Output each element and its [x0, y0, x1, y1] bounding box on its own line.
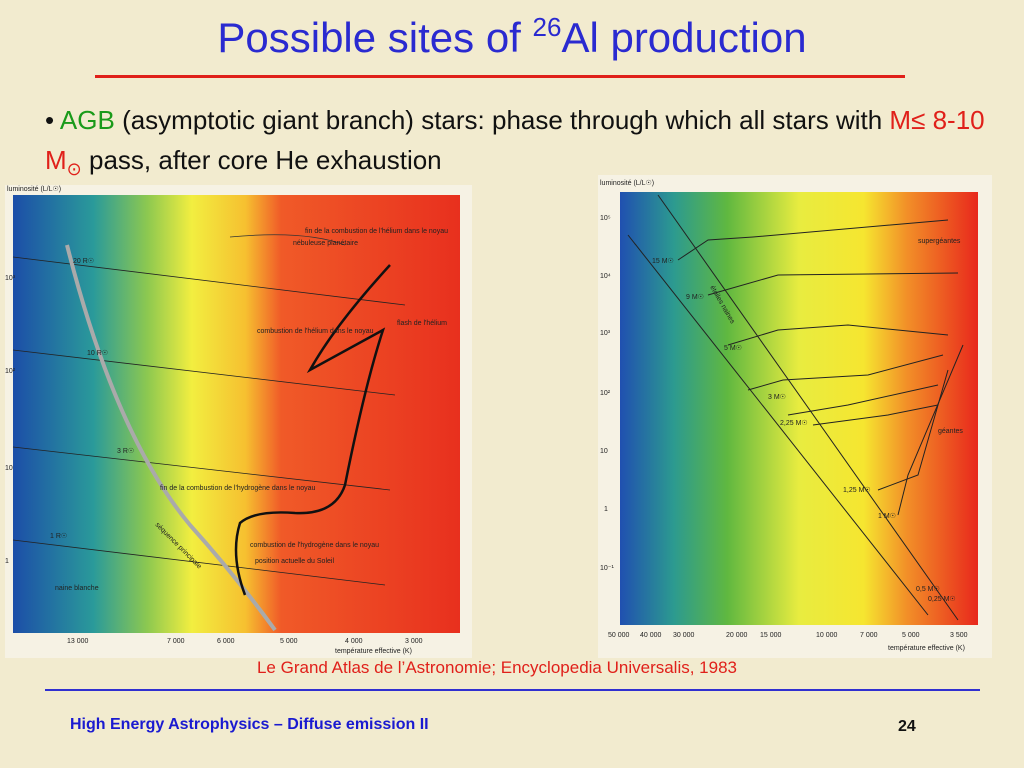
y-tick-label: 10³	[5, 275, 16, 282]
title: Possible sites of 26Al production	[0, 12, 1024, 62]
y-tick-label: 10⁻¹	[600, 565, 614, 572]
mass-label: 3 M☉	[768, 393, 786, 401]
title-rule	[95, 75, 905, 78]
x-tick-label: 6 000	[217, 638, 235, 645]
y-tick-label: 10⁴	[600, 273, 611, 280]
y-ticks: 10³ 10² 10 1	[5, 275, 16, 565]
annotation: fin de la combustion de l'hydrogène dans…	[160, 485, 316, 492]
x-tick-label: 20 000	[726, 632, 748, 639]
annotation: combustion de l'hydrogène dans le noyau	[250, 542, 379, 549]
radius-label: 3 R☉	[117, 447, 134, 455]
axis-label: luminosité (L/L☉)	[600, 179, 654, 187]
mass-label: 0,25 M☉	[928, 595, 956, 603]
x-tick-label: 30 000	[673, 632, 695, 639]
title-text: Possible sites of	[217, 14, 533, 61]
x-tick-label: 3 500	[950, 632, 968, 639]
x-tick-label: 7 000	[860, 632, 878, 639]
x-tick-label: 5 000	[280, 638, 298, 645]
radius-label: 1 R☉	[50, 532, 67, 540]
axis-label: température effective (K)	[335, 648, 412, 655]
mass-label: 1 M☉	[878, 512, 896, 520]
page-number: 24	[898, 718, 916, 735]
y-tick-label: 10²	[600, 390, 611, 397]
bullet-term: AGB	[59, 105, 115, 135]
title-sup: 26	[532, 12, 562, 42]
x-tick-label: 10 000	[816, 632, 838, 639]
y-tick-label: 10	[5, 465, 13, 472]
spectrum	[620, 192, 978, 625]
annotation: position actuelle du Soleil	[255, 558, 334, 565]
annotation: flash de l'hélium	[397, 320, 447, 327]
mass-label: 2,25 M☉	[780, 419, 808, 427]
mass-label: 5 M☉	[724, 344, 742, 352]
mass-label: 1,25 M☉	[843, 486, 871, 494]
y-tick-label: 10	[600, 448, 608, 455]
x-tick-label: 5 000	[902, 632, 920, 639]
y-tick-label: 10²	[5, 368, 16, 375]
title-rest: Al production	[561, 14, 807, 61]
y-tick-label: 10³	[600, 330, 611, 337]
x-tick-label: 50 000	[608, 632, 630, 639]
mass-label: 0,5 M☉	[916, 585, 940, 593]
footer-rule	[45, 689, 980, 691]
bullet-sun: ⊙	[66, 159, 82, 180]
bullet-text: pass, after core He exhaustion	[89, 145, 442, 175]
caption: Le Grand Atlas de l’Astronomie; Encyclop…	[256, 658, 738, 677]
footer-text: High Energy Astrophysics – Diffuse emiss…	[70, 716, 429, 733]
x-tick-label: 15 000	[760, 632, 782, 639]
radius-label: 10 R☉	[87, 349, 108, 357]
annotation: combustion de l'hélium dans le noyau	[257, 328, 374, 335]
right-figure: luminosité (L/L☉) température effective …	[598, 175, 992, 658]
y-tick-label: 10⁵	[600, 215, 611, 222]
annotation: fin de la combustion de l'hélium dans le…	[305, 228, 448, 235]
mass-label: 9 M☉	[686, 293, 704, 301]
axis-label: température effective (K)	[888, 645, 965, 652]
y-ticks: 10⁵ 10⁴ 10³ 10² 10 1 10⁻¹	[600, 215, 614, 572]
y-tick-label: 1	[5, 558, 9, 565]
bullet-text: (asymptotic giant branch) stars: phase t…	[122, 105, 883, 135]
x-tick-label: 4 000	[345, 638, 363, 645]
annotation: naine blanche	[55, 585, 99, 592]
radius-lines	[12, 256, 406, 586]
region-label: supergéantes	[918, 238, 961, 245]
annotation: nébuleuse planétaire	[293, 240, 358, 247]
region-label: géantes	[938, 428, 963, 435]
x-ticks: 13 000 7 000 6 000 5 000 4 000 3 000	[67, 638, 423, 645]
radius-label: 20 R☉	[73, 257, 94, 265]
x-tick-label: 40 000	[640, 632, 662, 639]
arrow	[229, 234, 346, 246]
bullet: • AGB (asymptotic giant branch) stars: p…	[45, 105, 985, 180]
y-tick-label: 1	[604, 506, 608, 513]
bullet-mass: M≤ 8-10 M	[45, 105, 985, 175]
x-tick-label: 3 000	[405, 638, 423, 645]
track	[234, 264, 391, 596]
x-tick-label: 7 000	[167, 638, 185, 645]
x-tick-label: 13 000	[67, 638, 89, 645]
x-ticks: 50 000 40 000 30 000 20 000 15 000 10 00…	[608, 632, 968, 639]
mass-label: 15 M☉	[652, 257, 674, 265]
left-figure: luminosité (L/L☉) température effective …	[5, 185, 472, 658]
tracks	[627, 194, 964, 621]
axis-label: luminosité (L/L☉)	[7, 185, 61, 193]
